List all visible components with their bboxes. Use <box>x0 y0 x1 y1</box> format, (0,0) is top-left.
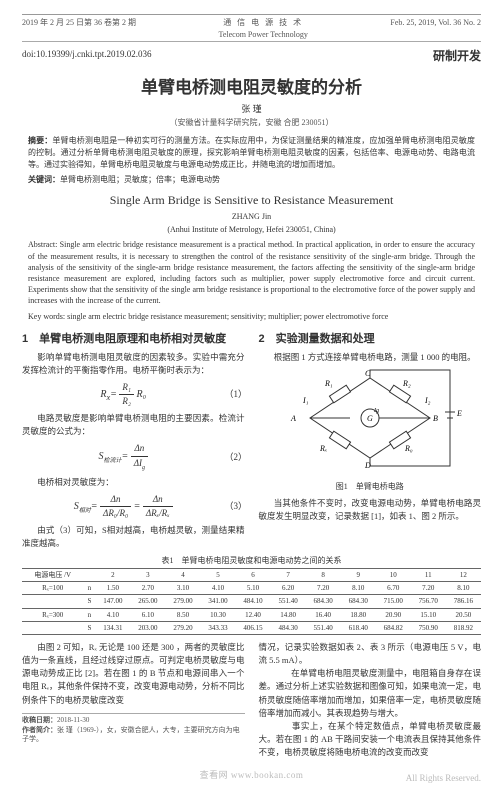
lower-right-para1: 情况，记录实验数据如表 2、表 3 所示（电源电压 5 V，电流 5.5 mA）… <box>259 641 482 667</box>
doi: doi:10.19399/j.cnki.tpt.2019.02.036 <box>22 48 152 65</box>
svg-text:I₁: I₁ <box>302 396 309 405</box>
lower-left-para: 由图 2 可知，Rₓ 无论是 100 还是 300 ，两者的灵敏度比值为一条直线… <box>22 641 245 707</box>
affiliation-en: (Anhui Institute of Metrology, Hefei 230… <box>22 224 481 236</box>
svg-text:R₂: R₂ <box>402 379 411 388</box>
figure-1-caption: 图1 单臂电桥电路 <box>259 481 482 493</box>
svg-text:E: E <box>456 409 462 418</box>
svg-text:R₀: R₀ <box>404 444 413 453</box>
equation-1: Rx= R₁R₂ R₀ （1） <box>22 381 245 408</box>
abstract-label-en: Abstract: <box>28 240 57 249</box>
page-header: 2019 年 2 月 25 日第 36 卷第 2 期 通 信 电 源 技 术 T… <box>22 15 481 41</box>
svg-text:R₁: R₁ <box>324 379 333 388</box>
section-2-heading: 2 实验测量数据和处理 <box>259 332 482 348</box>
keywords-label-en: Key words: <box>28 312 65 321</box>
keywords-cn-block: 关键词：单臂电桥测电阻；灵敏度；倍率；电源电动势 <box>28 174 475 186</box>
equation-2: S检流计= ΔnΔIg （2） <box>22 442 245 472</box>
footnote-block: 收稿日期：2018-11-30 作者简介：张 瑾（1969-），女，安徽合肥人，… <box>22 716 245 745</box>
author-cn: 张 瑾 <box>22 103 481 116</box>
paper-title-en: Single Arm Bridge is Sensitive to Resist… <box>22 192 481 209</box>
paper-title-cn: 单臂电桥测电阻灵敏度的分析 <box>22 76 481 101</box>
abstract-cn: 单臂电桥测电阻是一种初实可行的测量方法。在实际应用中，为保证测量结果的精准度，应… <box>28 136 475 169</box>
footnote-date: 2018-11-30 <box>57 716 89 724</box>
lower-right-para2: 在单臂电桥电阻灵敏度测量中，电阻箱自身存在误差。通过分析上述实验数据和图像可知，… <box>259 667 482 720</box>
abstract-label-cn: 摘要： <box>28 136 52 145</box>
keywords-en: single arm electric bridge resistance me… <box>67 312 388 321</box>
keywords-cn: 单臂电桥测电阻；灵敏度；倍率；电源电动势 <box>60 175 220 184</box>
sec1-para1: 影响单臂电桥测电阻灵敏度的因素较多。实验中需充分发挥检流计的平衡指零作用。电桥平… <box>22 351 245 377</box>
section-tag: 研制开发 <box>433 48 481 65</box>
svg-text:I₂: I₂ <box>424 396 431 405</box>
header-left: 2019 年 2 月 25 日第 36 卷第 2 期 <box>22 17 136 40</box>
svg-text:A: A <box>290 414 296 423</box>
footnote-date-label: 收稿日期： <box>22 716 57 724</box>
sec1-para2: 电路灵敏度是影响单臂电桥测电阻的主要因素。检流计灵敏度的公式为： <box>22 412 245 438</box>
svg-text:D: D <box>364 461 371 470</box>
svg-text:B: B <box>433 414 438 423</box>
keywords-en-block: Key words: single arm electric bridge re… <box>28 311 475 322</box>
svg-text:G: G <box>367 414 373 423</box>
abstract-cn-block: 摘要：单臂电桥测电阻是一种初实可行的测量方法。在实际应用中，为保证测量结果的精准… <box>28 135 475 171</box>
svg-text:Ig: Ig <box>373 408 379 414</box>
keywords-label-cn: 关键词： <box>28 175 60 184</box>
section-1-heading: 1 单臂电桥测电阻原理和电桥相对灵敏度 <box>22 332 245 348</box>
sec1-para4: 由式（3）可知，S相对越高，电桥越灵敏，测量结果精准度越高。 <box>22 524 245 550</box>
sec2-para2: 当其他条件不变时，改变电源电动势，单臂电桥电路灵敏度发生明显改变，记录数据 [1… <box>259 497 482 523</box>
lower-right-para3: 事实上，在某个特定数值点，单臂电桥灵敏度最大。若在图 1 的 AB 干路间安装一… <box>259 720 482 760</box>
svg-text:C: C <box>365 369 371 378</box>
journal-title-cn: 通 信 电 源 技 术 <box>223 18 303 27</box>
abstract-en-block: Abstract: Single arm electric bridge res… <box>28 239 475 306</box>
affiliation-cn: （安徽省计量科学研究院，安徽 合肥 230051） <box>22 117 481 129</box>
equation-3: S相对= ΔnΔR₀/R₀ = ΔnΔRₓ/Rₓ （3） <box>22 493 245 520</box>
abstract-en: Single arm electric bridge resistance me… <box>28 240 475 305</box>
eq2-number: （2） <box>225 451 245 464</box>
journal-title-en: Telecom Power Technology <box>219 30 308 39</box>
svg-text:Rₓ: Rₓ <box>319 444 327 453</box>
eq1-number: （1） <box>225 388 245 401</box>
sec2-para1: 根据图 1 方式连接单臂电桥电路，测量 1 000 的电阻。 <box>259 351 482 364</box>
table-1: 电源电压 /V23456789101112 Rₓ=100n1.502.703.1… <box>22 568 481 635</box>
figure-1-circuit: G R₁ R₂ Rₓ R₀ A B C D E I₁ <box>259 368 482 479</box>
header-right: Feb. 25, 2019, Vol. 36 No. 2 <box>390 17 481 40</box>
eq3-number: （3） <box>225 500 245 513</box>
footnote-author-label: 作者简介： <box>22 726 57 734</box>
author-en: ZHANG Jin <box>22 211 481 223</box>
table-1-caption: 表1 单臂电桥电阻灵敏度和电源电动势之间的关系 <box>22 555 481 567</box>
sec1-para3: 电桥相对灵敏度为： <box>22 476 245 489</box>
